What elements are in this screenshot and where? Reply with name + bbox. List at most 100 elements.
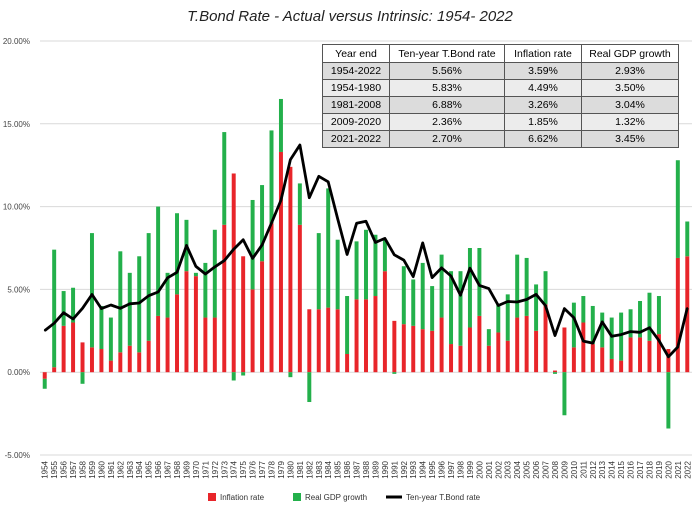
inflation-bar (392, 320, 397, 373)
gdp-bar (61, 291, 66, 326)
tbond-point (91, 293, 93, 296)
table-cell: 3.04% (581, 96, 679, 114)
gdp-bar (543, 271, 548, 305)
x-tick-label: 1985 (334, 460, 343, 478)
inflation-bar (260, 261, 265, 373)
gdp-bar (619, 312, 624, 361)
x-tick-label: 1986 (343, 460, 352, 478)
x-tick-label: 1997 (447, 460, 456, 478)
tbond-point (459, 294, 462, 296)
inflation-bar (165, 317, 170, 373)
inflation-bar (146, 340, 151, 373)
tbond-point (317, 175, 320, 178)
tbond-point (355, 222, 358, 225)
x-tick-label: 2011 (579, 460, 588, 478)
table-header: Real GDP growth (581, 44, 679, 63)
tbond-point (43, 329, 46, 332)
x-tick-label: 1977 (258, 460, 267, 478)
x-tick-label: 1971 (201, 460, 210, 478)
table-cell: 2.93% (581, 62, 679, 80)
tbond-point (393, 253, 396, 256)
table-cell: 1.85% (504, 113, 582, 131)
legend-swatch (293, 493, 301, 501)
inflation-bar (269, 223, 274, 373)
tbond-point (138, 302, 141, 304)
gdp-bar (553, 372, 557, 374)
tbond-point (677, 346, 679, 348)
legend-label: Real GDP growth (305, 493, 367, 502)
tbond-point (506, 300, 509, 303)
gdp-bar (42, 378, 47, 389)
x-tick-label: 1976 (249, 460, 258, 478)
gdp-bar (515, 254, 520, 318)
gdp-bar (146, 233, 151, 341)
inflation-bar (382, 271, 387, 373)
gdp-bar (373, 234, 378, 297)
tbond-point (185, 244, 188, 247)
x-tick-label: 1982 (305, 460, 314, 478)
inflation-bar (628, 337, 633, 373)
inflation-bar (373, 296, 378, 373)
gdp-bar (175, 213, 179, 295)
gdp-bar (392, 372, 397, 374)
table-cell: 2.36% (389, 113, 505, 131)
inflation-bar (505, 340, 510, 373)
x-tick-label: 1992 (400, 460, 409, 478)
x-tick-label: 1980 (286, 460, 295, 478)
tbond-point (176, 271, 178, 274)
tbond-point (431, 276, 433, 279)
tbond-point (270, 222, 273, 224)
gdp-bar (250, 199, 255, 290)
tbond-point (488, 287, 490, 290)
x-tick-label: 1960 (97, 460, 106, 478)
inflation-bar (203, 317, 208, 373)
x-tick-label: 1999 (466, 460, 475, 478)
x-tick-label: 1978 (268, 460, 277, 478)
x-tick-label: 2000 (475, 460, 484, 478)
inflation-bar (89, 347, 94, 373)
gdp-bar (165, 272, 170, 318)
table-header: Ten-year T.Bond rate (389, 44, 505, 63)
inflation-bar (326, 307, 331, 373)
gdp-bar (458, 271, 463, 346)
tbond-point (525, 298, 528, 301)
gdp-bar (638, 300, 643, 338)
x-tick-label: 1957 (69, 460, 78, 478)
tbond-point (648, 326, 651, 329)
tbond-point (639, 331, 641, 334)
inflation-bar (420, 329, 425, 373)
x-tick-label: 2019 (655, 460, 664, 478)
x-tick-label: 1975 (239, 460, 248, 478)
table-cell: 6.62% (504, 130, 582, 148)
tbond-point (497, 304, 500, 307)
x-tick-label: 2017 (636, 460, 645, 478)
table-cell: 2.70% (389, 130, 505, 148)
gdp-bar (628, 309, 633, 338)
tbond-point (100, 307, 103, 310)
tbond-point (601, 321, 604, 323)
x-tick-label: 1996 (438, 460, 447, 478)
tbond-point (469, 267, 471, 270)
tbond-point (544, 304, 547, 307)
inflation-bar (477, 315, 482, 373)
tbond-point (667, 355, 670, 358)
gdp-bar (241, 372, 246, 376)
inflation-bar (458, 345, 463, 373)
inflation-bar (307, 309, 312, 373)
gdp-bar (562, 372, 567, 416)
table-row: 2021-2022 2.70% 6.62% 3.45% (322, 130, 679, 148)
table-row: 1954-2022 5.56% 3.59% 2.93% (322, 62, 679, 80)
gdp-bar (486, 329, 491, 346)
tbond-point (336, 218, 339, 220)
tbond-point (223, 259, 226, 262)
inflation-bar (127, 345, 132, 373)
tbond-point (412, 275, 415, 278)
gdp-bar (600, 312, 605, 348)
inflation-bar (656, 334, 661, 373)
x-tick-labels: 1954 1955 1956 1957 1958 1959 1960 1961 1962 1963… (41, 460, 693, 478)
gdp-bar (496, 304, 501, 333)
inflation-bar (184, 271, 189, 373)
x-tick-label: 2016 (627, 460, 636, 478)
gdp-bar (288, 372, 293, 378)
tbond-point (573, 316, 575, 319)
